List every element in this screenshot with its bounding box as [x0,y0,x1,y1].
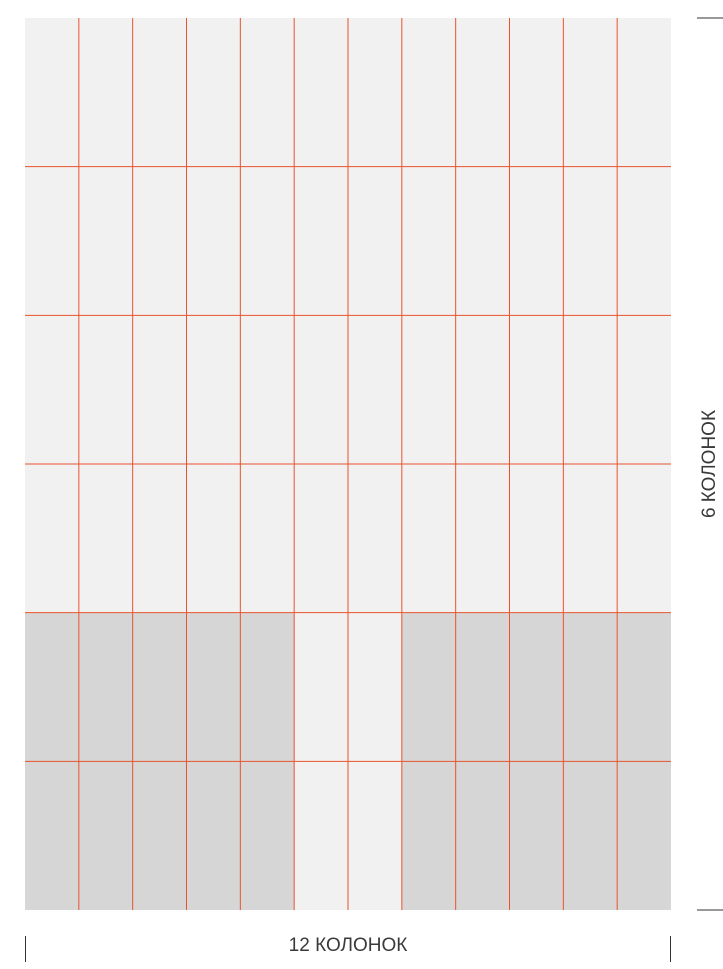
columns-label: 12 КОЛОНОК [289,935,408,956]
shaded-cell [240,761,295,910]
shaded-cell [132,761,187,910]
shaded-cell [186,612,241,762]
shaded-cell [401,761,456,910]
shaded-cell [617,761,671,910]
shaded-cells [25,612,671,910]
shaded-cell [132,612,187,762]
shaded-cell [240,612,295,762]
grid-lines [25,18,671,910]
shaded-cell [25,612,79,762]
shaded-cell [78,612,133,762]
shaded-cell [563,612,618,762]
shaded-cell [455,612,510,762]
rows-label: 6 КОЛОНОК [699,410,720,518]
shaded-cell [401,612,456,762]
shaded-cell [509,761,564,910]
shaded-cell [509,612,564,762]
shaded-cell [25,761,79,910]
shaded-cell [563,761,618,910]
shaded-cell [455,761,510,910]
shaded-cell [78,761,133,910]
shaded-cell [617,612,671,762]
shaded-cell [186,761,241,910]
